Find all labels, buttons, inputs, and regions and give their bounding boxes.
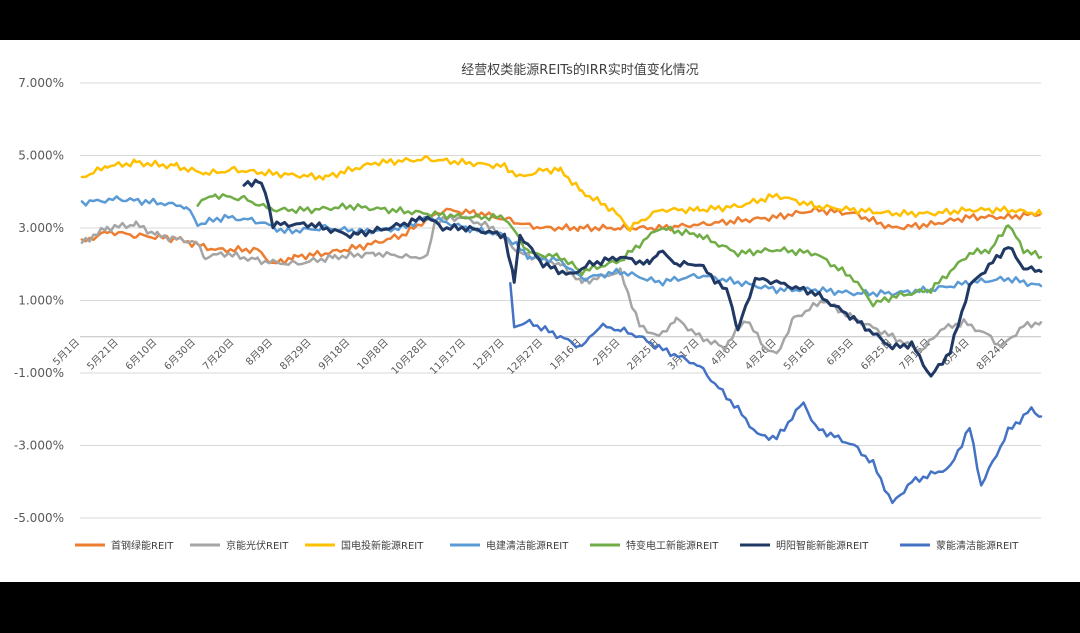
legend-label: 京能光伏REIT [226,539,289,552]
chart-card: 经营权类能源REITs的IRR实时值变化情况 7.000% 5.000% 3.000… [0,40,1080,582]
legend-label: 电建清洁能源REIT [486,539,569,552]
x-tick-label: 6月5日 [824,336,856,368]
y-tick-label: 5.000% [18,149,64,163]
x-tick-label: 7月20日 [200,336,236,372]
legend-label: 蒙能清洁能源REIT [936,539,1019,552]
y-tick-label: 1.000% [18,294,64,308]
x-tick-label: 10月28日 [389,336,430,377]
x-tick-label: 5月21日 [85,336,121,372]
x-axis-ticks: 5月1日 5月21日 6月10日 6月30日 7月20日 8月9日 8月29日 9月18日 10… [50,336,1010,377]
series-line-7 [509,281,1043,505]
legend-label: 明阳智能新能源REIT [776,539,869,552]
legend-label: 首钢绿能REIT [111,539,174,552]
legend: 首钢绿能REIT 京能光伏REIT 国电投新能源REIT 电建清洁能源REIT 特变电工… [75,539,1019,552]
x-tick-label: 2月25日 [625,336,661,372]
x-tick-label: 8月29日 [278,336,314,372]
line-chart: 经营权类能源REITs的IRR实时值变化情况 7.000% 5.000% 3.000… [14,62,1043,552]
x-tick-label: 6月10日 [123,336,159,372]
series-line-6 [242,178,1043,378]
x-tick-label: 1月16日 [548,336,584,372]
y-tick-label: 7.000% [18,76,64,90]
series-lines [80,154,1043,505]
series-line-2 [80,214,1043,355]
x-tick-label: 6月30日 [162,336,198,372]
grid [80,82,1041,519]
series-line-5 [196,193,1043,308]
y-tick-label: -5.000% [14,511,64,525]
x-tick-label: 5月16日 [781,336,817,372]
x-tick-label: 8月9日 [243,336,275,368]
x-tick-label: 5月1日 [50,336,82,368]
x-tick-label: 12月27日 [505,336,546,377]
y-tick-label: -1.000% [14,366,64,380]
series-line-1 [80,205,1043,265]
legend-label: 特变电工新能源REIT [626,539,719,552]
series-line-4 [80,195,1043,298]
y-axis-ticks: 7.000% 5.000% 3.000% 1.000% -1.000% -3.000% -5… [14,76,64,525]
x-tick-label: 12月7日 [471,336,507,372]
y-tick-label: 3.000% [18,221,64,235]
x-tick-label: 2月5日 [591,336,623,368]
y-tick-label: -3.000% [14,439,64,453]
series-line-3 [80,154,1043,233]
chart-title: 经营权类能源REITs的IRR实时值变化情况 [461,62,699,78]
x-tick-label: 9月18日 [316,336,352,372]
x-tick-label: 6月25日 [858,336,894,372]
legend-label: 国电投新能源REIT [341,539,424,552]
x-tick-label: 11月17日 [427,336,468,377]
x-tick-label: 10月8日 [355,336,391,372]
x-tick-label: 8月4日 [940,336,972,368]
